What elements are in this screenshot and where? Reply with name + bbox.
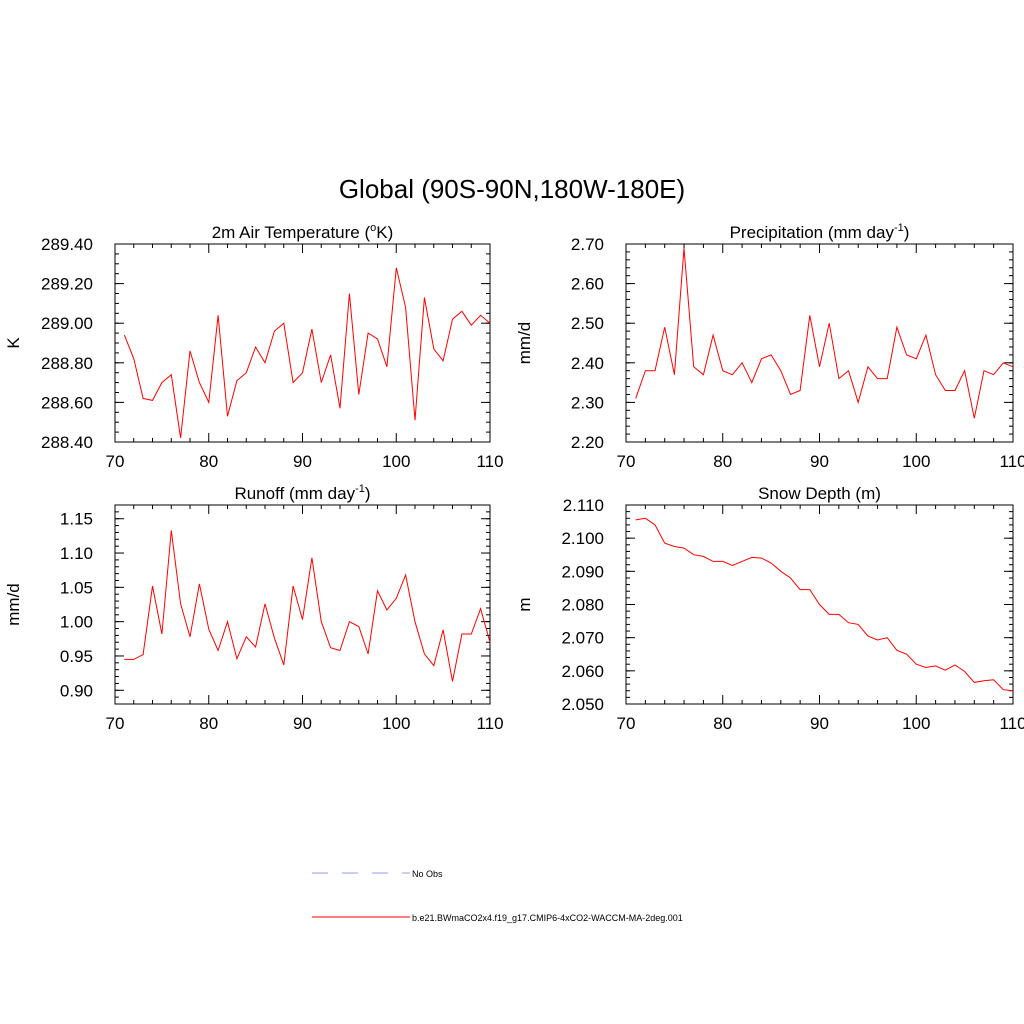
series-line [635,247,1014,419]
y-tick-label: 1.15 [60,510,93,529]
y-tick-label: 2.60 [571,275,604,294]
y-tick-label: 2.30 [571,393,604,412]
x-tick-label: 70 [106,452,125,471]
y-tick-label: 0.90 [60,681,93,700]
x-tick-label: 80 [199,714,218,733]
panel-title: Snow Depth (m) [758,484,881,503]
x-tick-label: 90 [293,452,312,471]
y-tick-label: 288.80 [41,354,93,373]
y-tick-label: 2.110 [563,496,604,515]
x-tick-label: 100 [902,452,930,471]
y-tick-label: 1.05 [60,578,93,597]
x-tick-label: 70 [106,714,125,733]
x-tick-label: 110 [999,714,1024,733]
x-tick-label: 80 [713,452,732,471]
legend: No Obs b.e21.BWmaCO2x4.f19_g17.CMIP6-4xC… [312,869,683,923]
y-tick-label: 2.70 [571,235,604,254]
y-axis-label: K [4,337,23,349]
x-tick-label: 100 [902,714,930,733]
legend-model-label: b.e21.BWmaCO2x4.f19_g17.CMIP6-4xCO2-WACC… [412,913,683,923]
y-tick-label: 2.100 [561,529,604,548]
panel-title: 2m Air Temperature (oK) [212,222,394,242]
x-tick-label: 100 [382,714,410,733]
x-tick-label: 110 [999,452,1024,471]
panel-air-temperature: 70 80 90 100 110 288.40 288.60 288.80 289.00 289.… [4,222,504,471]
figure-title: Global (90S-90N,180W-180E) [339,174,685,204]
y-tick-label: 0.95 [60,647,93,666]
y-tick-label: 2.50 [571,314,604,333]
y-tick-label: 1.00 [60,613,93,632]
y-tick-label: 288.40 [41,433,93,452]
y-axis-label: mm/d [515,322,534,365]
x-tick-label: 80 [199,452,218,471]
x-tick-label: 70 [617,452,636,471]
panel-snow-depth: 70 80 90 100 110 2.050 2.060 2.070 2.080 2.090 2.1… [515,484,1024,733]
y-tick-label: 2.070 [561,629,604,648]
x-tick-label: 100 [382,452,410,471]
y-tick-label: 289.00 [41,314,93,333]
y-tick-label: 288.60 [41,393,93,412]
series-line [123,267,491,439]
x-tick-label: 90 [810,452,829,471]
y-tick-label: 2.080 [561,596,604,615]
y-tick-label: 1.10 [60,544,93,563]
y-tick-label: 2.20 [571,433,604,452]
y-tick-label: 2.090 [561,562,604,581]
y-axis-label: m [515,597,534,611]
panel-precipitation: 70 80 90 100 110 2.20 2.30 2.40 2.50 2.60 2.70 Prec… [515,222,1024,471]
y-tick-label: 2.40 [571,354,604,373]
panel-title: Precipitation (mm day-1) [730,222,910,242]
x-tick-label: 70 [617,714,636,733]
y-tick-label: 2.050 [561,695,604,714]
x-tick-label: 90 [810,714,829,733]
series-line [124,530,491,682]
x-tick-label: 110 [476,714,503,733]
legend-no-obs-label: No Obs [412,869,443,879]
y-tick-label: 2.060 [561,662,604,681]
x-tick-label: 90 [293,714,312,733]
panel-runoff: 70 80 90 100 110 0.90 0.95 1.00 1.05 1.10 1.15 Runo… [4,483,504,733]
x-tick-label: 110 [476,452,503,471]
x-tick-label: 80 [713,714,732,733]
y-tick-label: 289.40 [41,235,93,254]
y-axis-label: mm/d [4,583,23,626]
panel-title: Runoff (mm day-1) [234,483,370,503]
series-line [635,517,1014,692]
y-tick-label: 289.20 [41,275,93,294]
